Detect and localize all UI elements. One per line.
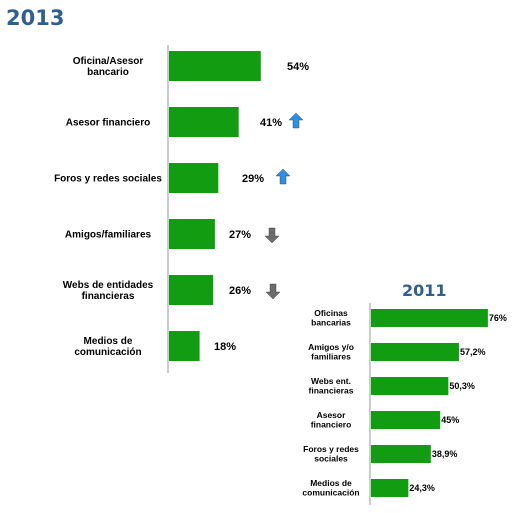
chart-2013-category-label: Medios de comunicación [74, 336, 141, 358]
chart-2013-category-label: Foros y redes sociales [54, 174, 162, 185]
chart-2013-value-label: 54% [287, 61, 309, 73]
chart-2011-bar [371, 377, 449, 395]
chart-2013-category-label: Amigos/familiares [65, 230, 152, 241]
chart-2011-category-label: Oficinas bancarias [311, 308, 351, 328]
chart-2013-bar [169, 163, 219, 193]
chart-2013-value-label: 18% [214, 341, 236, 353]
chart-2011-category-label: Medios de comunicación [302, 478, 359, 498]
chart-2013-title: 2013 [6, 6, 64, 30]
chart-2013-value-label: 41% [260, 117, 282, 129]
chart-2011-bar [371, 309, 488, 327]
chart-2011-category-label: Foros y redes sociales [303, 444, 359, 464]
chart-2011-bar [371, 445, 431, 463]
down-arrow-icon [264, 227, 280, 244]
chart-2011-bar [371, 479, 409, 497]
chart-2013-bar [169, 331, 200, 361]
chart-2011-value-label: 24,3% [409, 483, 435, 493]
chart-2013-bar [169, 219, 215, 249]
chart-2013-value-label: 29% [242, 173, 264, 185]
chart-2013-value-label: 26% [229, 285, 251, 297]
chart-2011-value-label: 50,3% [449, 381, 475, 391]
chart-2013-category-label: Oficina/Asesor bancario [73, 56, 144, 78]
chart-2013-bar [169, 51, 261, 81]
chart-2011-bar [371, 343, 459, 361]
chart-2011-bar [371, 411, 441, 429]
chart-2013-value-label: 27% [229, 229, 251, 241]
down-arrow-icon [265, 283, 281, 300]
up-arrow-icon [288, 112, 304, 129]
up-arrow-icon [275, 168, 291, 185]
chart-2013-bar [169, 107, 239, 137]
chart-2011-category-label: Amigos y/o familiares [308, 342, 354, 362]
chart-2011-category-label: Webs ent. financieras [309, 376, 354, 396]
chart-2011-value-label: 45% [441, 415, 459, 425]
chart-2013-category-label: Asesor financiero [66, 118, 150, 129]
chart-2013-category-label: Webs de entidades financieras [63, 280, 154, 302]
chart-2013-bar [169, 275, 214, 305]
chart-2011-value-label: 76% [489, 313, 507, 323]
chart-2011-category-label: Asesor financiero [311, 410, 352, 430]
chart-2011-value-label: 57,2% [460, 347, 486, 357]
chart-2011-title: 2011 [402, 281, 447, 300]
chart-2011-value-label: 38,9% [432, 449, 458, 459]
